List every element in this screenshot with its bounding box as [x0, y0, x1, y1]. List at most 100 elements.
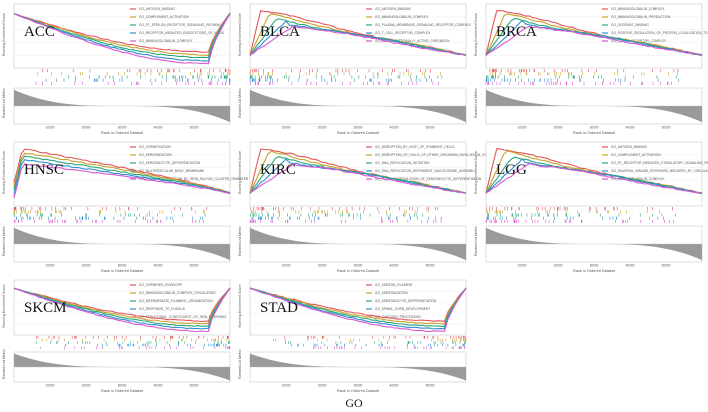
x-tick-label: 10000 [282, 264, 291, 268]
hit-strip-4 [251, 216, 442, 220]
hit-strip-1 [13, 207, 208, 211]
panel-title: ACC [24, 24, 55, 40]
hit-strip-1 [486, 207, 673, 211]
x-tick-label: 20000 [318, 384, 327, 388]
x-tick-label: 10000 [282, 384, 291, 388]
legend-item-5: GO_T_CELL_RECEPTOR_COMPLEX [611, 39, 667, 43]
rank-ylabel: Ranked List Metric [238, 349, 242, 379]
hit-strip-1 [42, 69, 231, 73]
panel-title: HNSC [24, 162, 64, 178]
x-tick-label: 40000 [390, 384, 399, 388]
panel-lgg: Running Enrichment Score Ranked List Metr… [474, 141, 708, 273]
legend-item-3: GO_FC_EPSILON_RECEPTOR_SIGNALING_PATHWAY [139, 23, 222, 27]
hit-strip-2 [13, 210, 205, 214]
hit-strip-5 [313, 346, 466, 349]
hit-strip-2 [41, 338, 230, 342]
hit-strip-4 [290, 343, 465, 347]
panel-title: KIRC [260, 162, 296, 178]
panel-hnsc: Running Enrichment Score Ranked List Metr… [2, 141, 249, 273]
panel-blca: Running Enrichment Score Ranked List Metr… [238, 3, 472, 135]
x-tick-label: 10000 [46, 264, 55, 268]
panel-stad: Running Enrichment Score Ranked List Metr… [238, 279, 467, 393]
rank-ylabel: Ranked List Metric [2, 349, 6, 379]
x-tick-label: 40000 [154, 126, 163, 130]
es-frame [249, 141, 467, 207]
panel-skcm: Running Enrichment Score Ranked List Metr… [2, 279, 231, 393]
hit-strip-5 [250, 81, 439, 85]
panel-title: BRCA [496, 24, 537, 40]
panel-kirc: Running Enrichment Score Ranked List Metr… [238, 141, 524, 273]
legend-item-2: GO_IMMUNOGLOBULIN_PRODUCTION [611, 15, 671, 19]
x-tick-label: 30000 [118, 384, 127, 388]
hit-strip-5 [485, 81, 672, 85]
legend-item-2: GO_COMPLEMENT_ACTIVATION [611, 153, 661, 157]
legend-item-1: GO_CORNIFIED_ENVELOPE [139, 283, 182, 287]
x-axis-label: Rank in Ordered Dataset [337, 389, 380, 393]
legend-item-4: GO_MULTIVESICULAR_BODY_MEMBRANE [139, 169, 204, 173]
x-tick-label: 30000 [590, 126, 599, 130]
rank-ylabel: Ranked List Metric [2, 88, 6, 118]
rank-ylabel: Ranked List Metric [474, 88, 478, 118]
legend-item-1: GO_ANTIGEN_BINDING [375, 7, 411, 11]
enrichment-curve-5 [249, 287, 467, 332]
hit-strip-1 [489, 69, 679, 73]
x-tick-label: 50000 [190, 384, 199, 388]
enrichment-curve-4 [13, 159, 231, 195]
legend-item-2: GO_COMPLEMENT_ACTIVATION [139, 15, 189, 19]
enrichment-curve-4 [249, 287, 467, 330]
legend-item-5: GO_PROTEIN_MATURATION_BY_IRON_SULFUR_CLU… [139, 177, 249, 181]
hit-strip-3 [35, 341, 231, 344]
x-tick-label: 50000 [426, 264, 435, 268]
legend-item-3: GO_KERATINOCYTE_DIFFERENTIATION [139, 161, 201, 165]
enrichment-curve-3 [13, 155, 231, 194]
x-tick-label: 40000 [626, 126, 635, 130]
hit-strip-5 [35, 81, 231, 85]
enrichment-curve-1 [249, 9, 467, 56]
x-tick-label: 40000 [390, 264, 399, 268]
x-axis-label: Rank in Ordered Dataset [573, 131, 616, 135]
legend-item-3: GO_KERATINOCYTE_DIFFERENTIATION [375, 299, 437, 303]
legend-item-5: GO_IMMUNOGLOBULIN_COMPLEX [139, 39, 193, 43]
enrichment-curve-1 [13, 12, 231, 53]
x-tick-label: 40000 [626, 264, 635, 268]
enrichment-curve-5 [249, 162, 467, 194]
x-tick-label: 50000 [426, 126, 435, 130]
es-ylabel: Running Enrichment Score [2, 285, 6, 328]
x-tick-label: 20000 [554, 264, 563, 268]
hit-strip-1 [284, 336, 467, 339]
x-tick-label: 30000 [118, 264, 127, 268]
hit-strip-5 [14, 219, 204, 223]
legend-item-4: GO_SPINAL_CORD_DEVELOPMENT [375, 307, 430, 311]
footer-label: GO [345, 396, 363, 410]
es-ylabel: Running Enrichment Score [474, 13, 478, 56]
legend-item-4: GO_RECEPTOR_MEDIATED_ENDOCYTOSIS_OF_VIRU… [139, 31, 224, 35]
enrichment-curve-3 [13, 12, 231, 59]
hit-strip-1 [36, 336, 229, 339]
hit-strip-3 [486, 75, 677, 79]
x-tick-label: 10000 [518, 126, 527, 130]
enrichment-curve-4 [485, 19, 703, 56]
rank-ylabel: Ranked List Metric [474, 226, 478, 256]
x-tick-label: 20000 [318, 126, 327, 130]
legend-item-2: GO_IMMUNOGLOBULIN_COMPLEX_CIRCULATING [139, 291, 216, 295]
enrichment-curve-5 [485, 162, 703, 194]
hit-strip-4 [485, 78, 679, 82]
panel-title: BLCA [260, 24, 300, 40]
legend-item-1: GO_DISRUPTION_BY_HOST_OF_SYMBIONT_CELLS [375, 145, 455, 149]
panel-title: LGG [496, 162, 527, 178]
x-tick-label: 30000 [590, 264, 599, 268]
legend-item-3: GO_FC_RECEPTOR_MEDIATED_STIMULATORY_SIGN… [611, 161, 708, 165]
hit-strip-1 [250, 69, 431, 73]
legend-item-1: GO_IMMUNOGLOBULIN_COMPLEX [611, 7, 665, 11]
legend-item-3: GO_PLASMA_MEMBRANE_SIGNALING_RECEPTOR_CO… [375, 23, 472, 27]
rank-ylabel: Ranked List Metric [238, 88, 242, 118]
legend-item-5: GO_IMMUNOGLOBULIN_COMPLEX [611, 177, 665, 181]
x-tick-label: 30000 [354, 384, 363, 388]
enrichment-curve-4 [13, 287, 231, 330]
legend-item-1: GO_CORNIFICATION [139, 145, 171, 149]
hit-strip-1 [250, 207, 439, 211]
x-tick-label: 10000 [282, 126, 291, 130]
enrichment-curve-5 [13, 13, 231, 65]
panel-title: SKCM [24, 300, 67, 316]
